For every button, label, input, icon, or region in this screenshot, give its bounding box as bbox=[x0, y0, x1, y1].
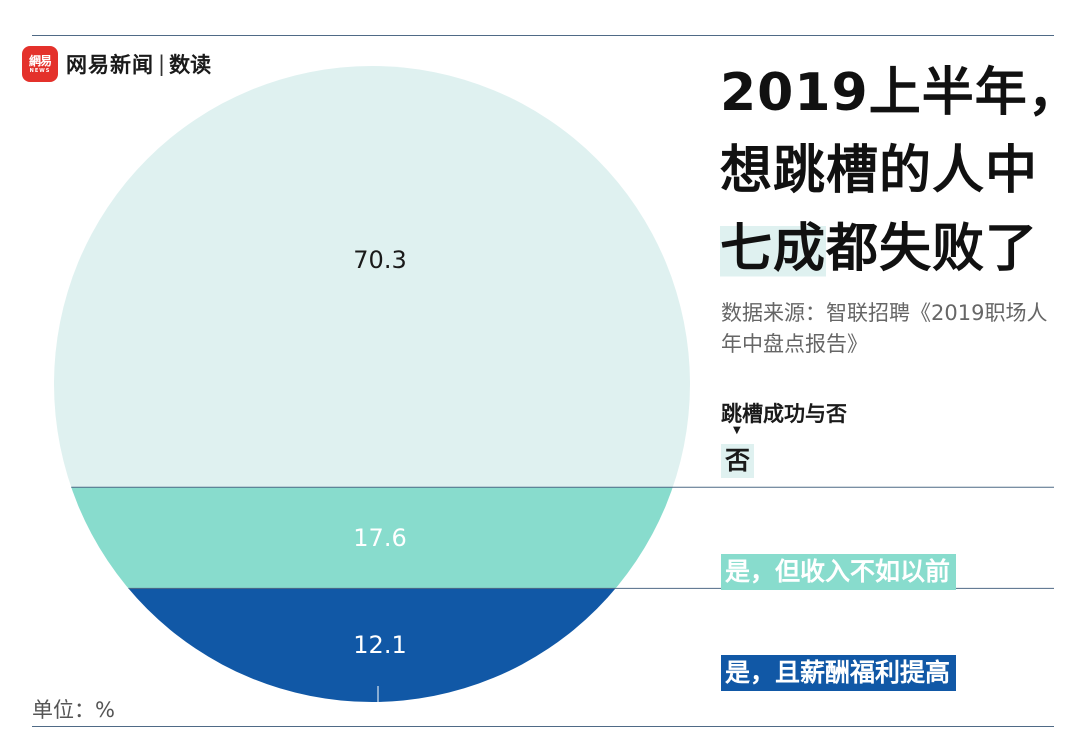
title-line-3-rest: 都失败了 bbox=[826, 219, 1039, 279]
top-rule bbox=[32, 35, 1054, 36]
chart-band-2 bbox=[54, 487, 690, 589]
data-label-3: 12.1 bbox=[353, 631, 406, 659]
legend-title: 跳槽成功与否 bbox=[721, 402, 847, 426]
unit-label: 单位：% bbox=[32, 698, 115, 722]
category-label-no: 否 bbox=[721, 444, 755, 478]
brand-section: 数读 bbox=[169, 53, 212, 77]
chart-band-1 bbox=[54, 66, 690, 488]
brand-separator: | bbox=[158, 52, 166, 76]
brand: 網易 NEWS 网易新闻 | 数读 bbox=[22, 46, 211, 82]
page-title: 2019上半年， 想跳槽的人中 七成都失败了 bbox=[720, 54, 1080, 288]
category-label-yes-less-income: 是，但收入不如以前 bbox=[721, 554, 957, 590]
bottom-rule bbox=[32, 726, 1054, 727]
data-source: 数据来源：智联招聘《2019职场人年中盘点报告》 bbox=[721, 301, 1048, 356]
logo-text: 網易 bbox=[28, 53, 52, 68]
category-label-yes-better: 是，且薪酬福利提高 bbox=[721, 655, 957, 691]
title-line-3: 七成都失败了 bbox=[720, 210, 1065, 288]
title-line-2: 想跳槽的人中 bbox=[720, 141, 1039, 201]
netease-logo-icon: 網易 NEWS bbox=[22, 46, 58, 82]
title-highlight: 七成 bbox=[720, 219, 827, 279]
logo-subtext: NEWS bbox=[29, 67, 51, 74]
data-label-1: 70.3 bbox=[353, 246, 406, 274]
down-arrow-icon: ▼ bbox=[733, 425, 741, 436]
brand-name: 网易新闻 bbox=[66, 53, 154, 77]
data-label-2: 17.6 bbox=[353, 524, 406, 552]
title-line-1: 2019上半年， bbox=[720, 63, 1080, 123]
